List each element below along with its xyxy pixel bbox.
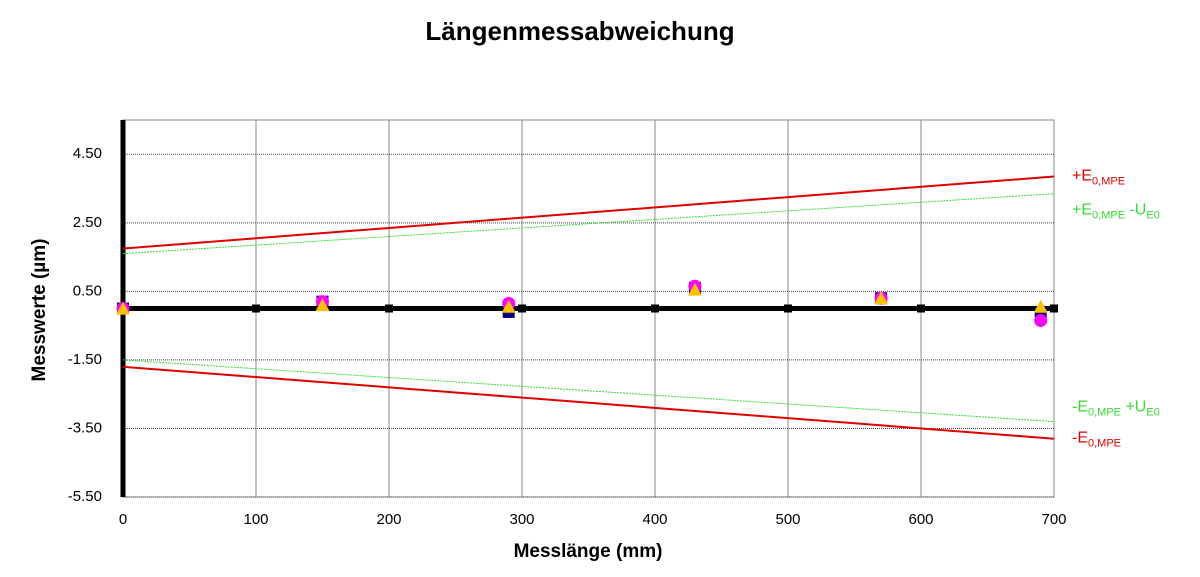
marker (315, 298, 330, 312)
marker (651, 304, 659, 313)
y-tick-label: 2.50 (73, 214, 102, 231)
line (122, 365, 1055, 440)
y-tick-label: 4.50 (73, 145, 102, 162)
line-label: +E0,MPE (1072, 168, 1125, 188)
marker (917, 304, 925, 313)
marker (518, 304, 526, 313)
y-tick-label: -1.50 (68, 351, 102, 368)
y-tick-label: -3.50 (68, 419, 102, 436)
x-tick-label: 100 (243, 511, 268, 528)
x-tick-label: 300 (509, 511, 534, 528)
line-label-part: 0,MPE (1088, 407, 1121, 419)
x-tick-label: 600 (908, 511, 933, 528)
marker (501, 299, 516, 313)
marker (1033, 299, 1048, 313)
x-tick-label: 200 (376, 511, 401, 528)
line-label-part: +E (1072, 168, 1092, 185)
line-label-part: 0,MPE (1088, 438, 1121, 450)
x-tick-label: 700 (1041, 511, 1066, 528)
line-label-part: +U (1121, 399, 1146, 416)
line-label-part: E0 (1146, 210, 1159, 222)
marker (784, 304, 792, 313)
x-tick-label: 0 (119, 511, 127, 528)
x-tick-label: 500 (775, 511, 800, 528)
marker (116, 301, 130, 315)
line (122, 193, 1055, 255)
line-label: +E0,MPE -UE0 (1072, 202, 1160, 222)
line-label-part: 0,MPE (1092, 210, 1125, 222)
marker (252, 304, 260, 313)
line-label: -E0,MPE (1072, 430, 1121, 450)
line (122, 175, 1055, 250)
marker (1050, 304, 1058, 313)
line-label-part: +E (1072, 202, 1092, 219)
marker (687, 282, 702, 296)
line-label-part: -U (1125, 202, 1146, 219)
line-label-part: -E (1072, 430, 1088, 447)
line-label-part: -E (1072, 399, 1088, 416)
marker (1034, 313, 1048, 327)
line (122, 359, 1055, 423)
line-label-part: 0,MPE (1092, 175, 1125, 187)
line-label-part: E0 (1146, 407, 1159, 419)
chart-title: Längenmessabweichung (425, 16, 734, 46)
marker (385, 304, 393, 313)
x-axis-label: Messlänge (mm) (514, 541, 663, 562)
line-label: -E0,MPE +UE0 (1072, 399, 1160, 419)
y-axis-label: Messwerte (µm) (29, 239, 50, 382)
y-tick-label: 0.50 (73, 282, 102, 299)
y-tick-label: -5.50 (68, 488, 102, 505)
x-tick-label: 400 (642, 511, 667, 528)
marker (874, 291, 889, 305)
